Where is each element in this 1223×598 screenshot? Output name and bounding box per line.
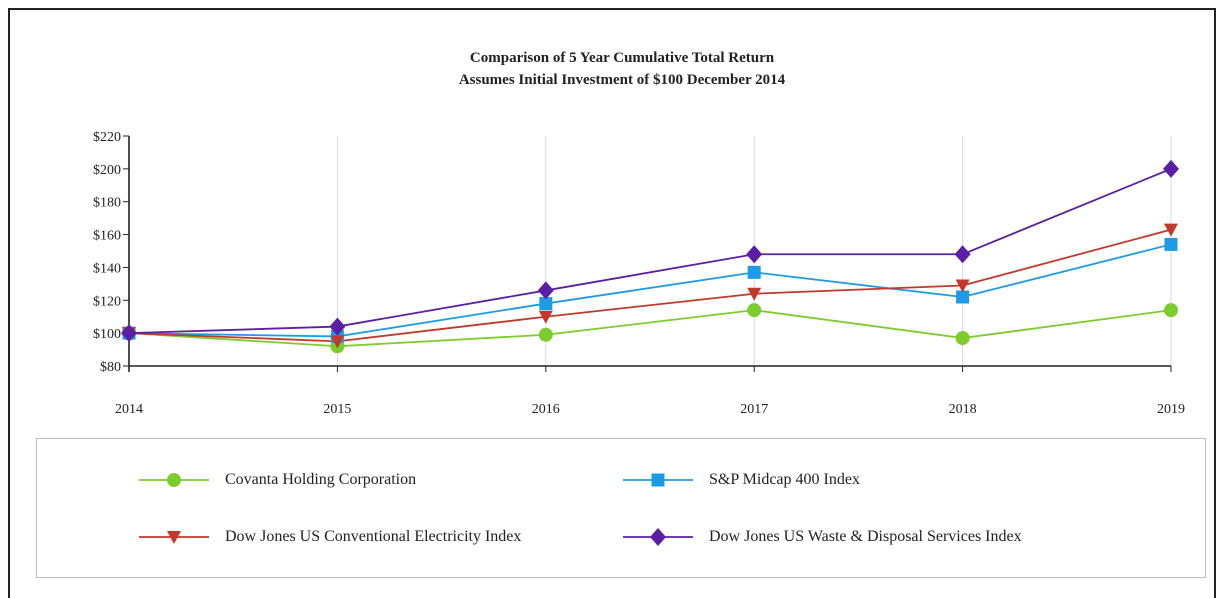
series-line-1 bbox=[128, 243, 1172, 338]
axes bbox=[123, 135, 1172, 372]
series-lines bbox=[128, 168, 1172, 348]
y-tick-label: $200 bbox=[93, 163, 121, 178]
x-tick-label: 2014 bbox=[115, 402, 143, 417]
data-point-0 bbox=[1164, 303, 1178, 318]
series-line-3 bbox=[128, 168, 1172, 335]
y-tick-label: $140 bbox=[93, 261, 121, 276]
data-point-0 bbox=[747, 303, 762, 318]
data-point-3 bbox=[121, 324, 137, 343]
y-tick-labels: $80 $100 $120 $140 $160 $180 $200 $220 bbox=[93, 130, 121, 375]
x-tick-labels: 2014 2015 2016 2017 2018 2019 bbox=[115, 402, 1185, 417]
y-tick-label: $160 bbox=[93, 229, 121, 244]
data-point-3 bbox=[954, 245, 971, 264]
x-tick-label: 2017 bbox=[740, 402, 768, 417]
legend-swatch bbox=[623, 473, 693, 487]
y-tick-label: $100 bbox=[93, 327, 121, 342]
x-tick-label: 2019 bbox=[1157, 402, 1185, 417]
chart-title: Comparison of 5 Year Cumulative Total Re… bbox=[470, 50, 775, 66]
legend-marker bbox=[167, 531, 181, 544]
series-markers bbox=[121, 159, 1179, 354]
data-point-1 bbox=[1164, 237, 1178, 251]
y-tick-label: $80 bbox=[100, 360, 121, 375]
series-line-2 bbox=[128, 228, 1172, 343]
data-point-1 bbox=[956, 290, 970, 304]
data-point-0 bbox=[955, 331, 970, 346]
legend-item-2: Dow Jones US Conventional Electricity In… bbox=[137, 522, 521, 552]
legend-marker bbox=[167, 473, 181, 487]
data-point-3 bbox=[329, 317, 346, 336]
legend-swatch bbox=[139, 531, 209, 544]
data-point-3 bbox=[1163, 159, 1179, 178]
data-point-3 bbox=[537, 281, 554, 300]
data-point-2 bbox=[538, 310, 553, 324]
chart: Comparison of 5 Year Cumulative Total Re… bbox=[93, 50, 1185, 417]
y-tick-label: $120 bbox=[93, 294, 121, 309]
data-point-2 bbox=[747, 287, 762, 301]
data-point-2 bbox=[1164, 223, 1178, 237]
data-point-1 bbox=[539, 297, 553, 311]
y-tick-label: $180 bbox=[93, 196, 121, 211]
legend-label: Dow Jones US Conventional Electricity In… bbox=[225, 528, 522, 545]
data-point-0 bbox=[538, 327, 553, 342]
legend-label: Dow Jones US Waste & Disposal Services I… bbox=[709, 528, 1022, 545]
x-tick-label: 2018 bbox=[949, 402, 977, 417]
legend-marker bbox=[651, 473, 665, 487]
x-tick-label: 2015 bbox=[323, 402, 351, 417]
legend-swatch bbox=[623, 528, 693, 546]
data-point-2 bbox=[330, 335, 345, 349]
data-point-1 bbox=[747, 265, 761, 279]
y-tick-label: $220 bbox=[93, 130, 121, 145]
chart-subtitle: Assumes Initial Investment of $100 Decem… bbox=[459, 72, 786, 88]
x-tick-label: 2016 bbox=[532, 402, 560, 417]
legend-item-1: S&P Midcap 400 Index bbox=[621, 465, 860, 495]
legend-item-3: Dow Jones US Waste & Disposal Services I… bbox=[621, 522, 1022, 552]
legend-marker bbox=[650, 528, 666, 546]
legend-swatch bbox=[139, 473, 209, 487]
legend-label: Covanta Holding Corporation bbox=[225, 471, 417, 488]
legend: Covanta Holding Corporation S&P Midcap 4… bbox=[36, 438, 1206, 578]
series-line-0 bbox=[128, 309, 1172, 348]
legend-label: S&P Midcap 400 Index bbox=[709, 471, 860, 488]
data-point-2 bbox=[955, 279, 970, 293]
legend-item-0: Covanta Holding Corporation bbox=[137, 465, 416, 495]
data-point-3 bbox=[746, 245, 763, 264]
